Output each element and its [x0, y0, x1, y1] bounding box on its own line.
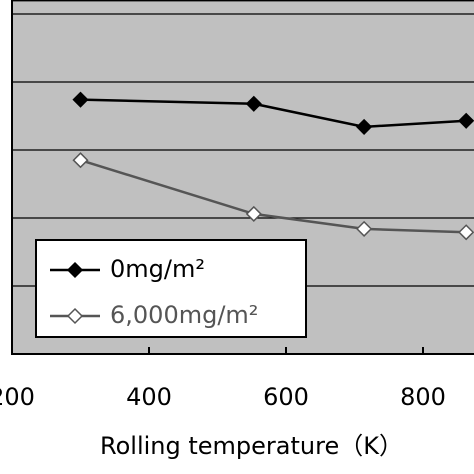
marker — [245, 95, 262, 112]
marker — [356, 220, 373, 237]
x-tick-label: 200 — [0, 383, 35, 411]
series-line — [80, 159, 467, 234]
legend-label: 0mg/m² — [110, 255, 205, 283]
x-tick-label: 600 — [263, 383, 309, 411]
marker — [72, 91, 89, 108]
legend-box — [35, 239, 307, 338]
x-tick-label: 800 — [400, 383, 446, 411]
legend-marker — [66, 307, 84, 325]
series-line — [80, 98, 467, 129]
marker — [458, 112, 474, 129]
marker — [458, 224, 474, 241]
legend-label: 6,000mg/m² — [110, 301, 258, 329]
marker — [356, 118, 373, 135]
marker — [72, 152, 89, 169]
x-axis-label: Rolling temperature（K） — [100, 432, 403, 460]
marker — [245, 205, 262, 222]
legend-marker — [66, 261, 84, 279]
x-tick-label: 400 — [126, 383, 172, 411]
